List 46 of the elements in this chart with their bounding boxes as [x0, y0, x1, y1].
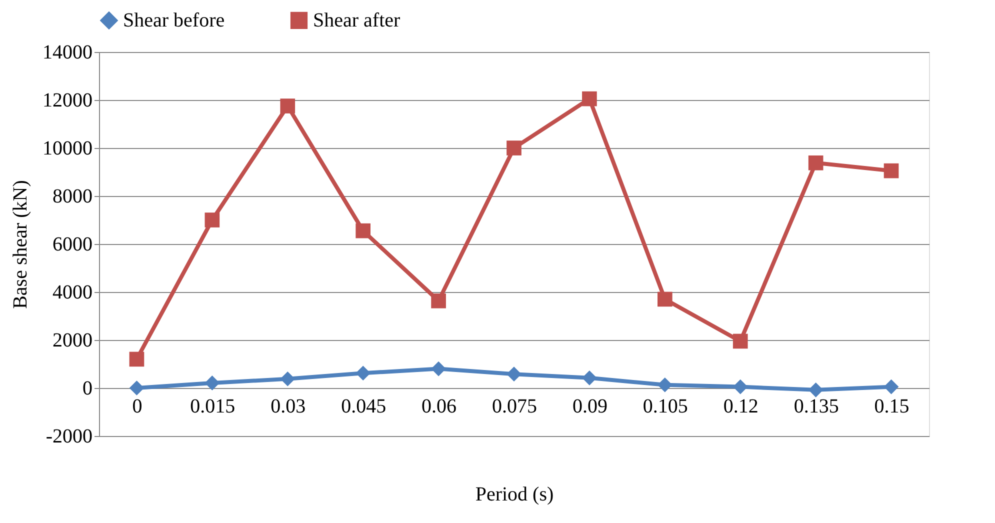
x-tick-label: 0.15	[874, 396, 910, 418]
point	[884, 379, 899, 394]
point	[129, 380, 144, 396]
x-axis-title: Period (s)	[475, 484, 554, 506]
point	[204, 212, 220, 228]
point	[280, 98, 296, 114]
point	[356, 366, 371, 381]
x-tick-label: 0.03	[270, 396, 306, 418]
x-tick-label: 0.12	[723, 396, 758, 418]
y-tick-label: 10000	[42, 138, 92, 160]
y-tick-label: 2000	[52, 330, 92, 352]
point	[582, 91, 597, 106]
x-tick-label: 0.09	[572, 396, 608, 418]
legend-label: Shear after	[313, 9, 401, 32]
x-tick-label: 0.015	[190, 396, 236, 418]
point	[506, 366, 522, 382]
point	[431, 361, 446, 376]
point	[204, 376, 220, 390]
point	[506, 140, 522, 156]
point	[129, 352, 144, 367]
x-tick-label: 0.075	[492, 396, 537, 418]
x-tick-label: 0.045	[341, 396, 386, 418]
point	[280, 371, 296, 386]
point	[657, 377, 672, 392]
point	[582, 370, 597, 386]
point	[431, 293, 446, 308]
point	[657, 292, 672, 307]
x-tick-label: 0	[132, 396, 142, 418]
x-tick-label: 0.105	[642, 396, 688, 418]
point	[808, 155, 824, 170]
point	[808, 382, 824, 398]
y-tick-label: 12000	[42, 90, 92, 112]
x-tick-label: 0.135	[794, 396, 839, 418]
point	[732, 334, 748, 349]
x-tick-label: 0.06	[422, 396, 457, 418]
y-tick-label: 8000	[52, 186, 92, 208]
point	[732, 379, 748, 394]
y-axis-title: Base shear (kN)	[10, 180, 32, 309]
y-tick-label: 14000	[42, 42, 92, 64]
y-tick-label: 4000	[52, 282, 92, 304]
point	[356, 223, 371, 238]
y-tick-label: -2000	[46, 426, 92, 448]
point	[884, 163, 899, 178]
y-tick-label: 6000	[52, 234, 92, 256]
y-tick-label: 0	[82, 378, 92, 400]
legend-label: Shear before	[123, 9, 225, 32]
